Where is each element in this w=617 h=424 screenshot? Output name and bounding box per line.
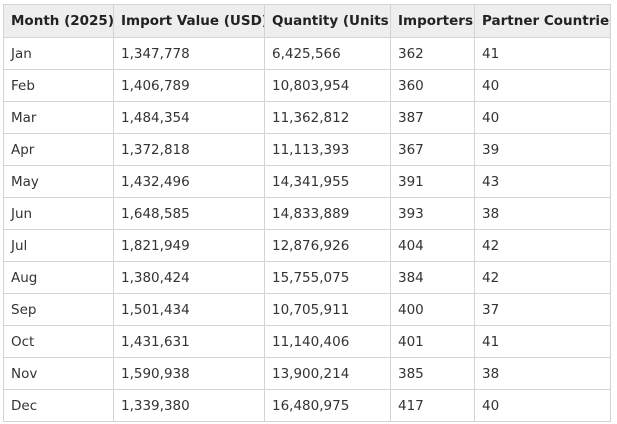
cell-importers: 401 [390, 325, 475, 358]
cell-month: Jun [3, 197, 114, 230]
cell-partner-countries: 42 [474, 229, 611, 262]
column-header-import-value[interactable]: Import Value (USD) [113, 4, 265, 38]
column-header-quantity[interactable]: Quantity (Units) [264, 4, 391, 38]
cell-quantity: 15,755,075 [264, 261, 391, 294]
cell-import-value: 1,484,354 [113, 101, 265, 134]
cell-month: Sep [3, 293, 114, 326]
cell-importers: 400 [390, 293, 475, 326]
table-row: Aug 1,380,424 15,755,075 384 42 [3, 261, 611, 294]
cell-month: Apr [3, 133, 114, 166]
cell-month: Jan [3, 37, 114, 70]
cell-quantity: 10,705,911 [264, 293, 391, 326]
cell-month: Dec [3, 389, 114, 422]
cell-importers: 367 [390, 133, 475, 166]
cell-month: Aug [3, 261, 114, 294]
cell-partner-countries: 38 [474, 197, 611, 230]
table-body: Jan 1,347,778 6,425,566 362 41 Feb 1,406,789 10… [3, 37, 611, 422]
cell-partner-countries: 38 [474, 357, 611, 390]
cell-quantity: 11,140,406 [264, 325, 391, 358]
cell-partner-countries: 40 [474, 101, 611, 134]
column-header-importers[interactable]: Importers [390, 4, 475, 38]
cell-importers: 384 [390, 261, 475, 294]
table-row: Feb 1,406,789 10,803,954 360 40 [3, 69, 611, 102]
table-row: May 1,432,496 14,341,955 391 43 [3, 165, 611, 198]
cell-quantity: 6,425,566 [264, 37, 391, 70]
cell-importers: 393 [390, 197, 475, 230]
table-header-row: Month (2025) Import Value (USD) Quantity… [3, 4, 611, 38]
cell-month: Feb [3, 69, 114, 102]
cell-import-value: 1,406,789 [113, 69, 265, 102]
cell-quantity: 12,876,926 [264, 229, 391, 262]
cell-importers: 360 [390, 69, 475, 102]
cell-import-value: 1,431,631 [113, 325, 265, 358]
cell-partner-countries: 39 [474, 133, 611, 166]
cell-partner-countries: 37 [474, 293, 611, 326]
column-header-month[interactable]: Month (2025) [3, 4, 114, 38]
cell-month: Jul [3, 229, 114, 262]
cell-quantity: 13,900,214 [264, 357, 391, 390]
cell-import-value: 1,501,434 [113, 293, 265, 326]
cell-importers: 391 [390, 165, 475, 198]
cell-import-value: 1,821,949 [113, 229, 265, 262]
table-row: Sep 1,501,434 10,705,911 400 37 [3, 293, 611, 326]
cell-import-value: 1,372,818 [113, 133, 265, 166]
cell-quantity: 16,480,975 [264, 389, 391, 422]
cell-partner-countries: 43 [474, 165, 611, 198]
column-header-partner-countries[interactable]: Partner Countries [474, 4, 611, 38]
cell-importers: 385 [390, 357, 475, 390]
table-row: Oct 1,431,631 11,140,406 401 41 [3, 325, 611, 358]
table-row: Nov 1,590,938 13,900,214 385 38 [3, 357, 611, 390]
table-row: Jul 1,821,949 12,876,926 404 42 [3, 229, 611, 262]
cell-import-value: 1,339,380 [113, 389, 265, 422]
cell-importers: 387 [390, 101, 475, 134]
cell-partner-countries: 42 [474, 261, 611, 294]
cell-import-value: 1,347,778 [113, 37, 265, 70]
cell-import-value: 1,380,424 [113, 261, 265, 294]
cell-month: Oct [3, 325, 114, 358]
monthly-imports-table: Month (2025) Import Value (USD) Quantity… [3, 4, 611, 422]
cell-importers: 417 [390, 389, 475, 422]
cell-quantity: 11,113,393 [264, 133, 391, 166]
data-table-container: Month (2025) Import Value (USD) Quantity… [3, 4, 611, 422]
cell-import-value: 1,590,938 [113, 357, 265, 390]
table-row: Jan 1,347,778 6,425,566 362 41 [3, 37, 611, 70]
cell-importers: 404 [390, 229, 475, 262]
cell-month: May [3, 165, 114, 198]
cell-partner-countries: 41 [474, 325, 611, 358]
table-row: Dec 1,339,380 16,480,975 417 40 [3, 389, 611, 422]
cell-import-value: 1,432,496 [113, 165, 265, 198]
cell-quantity: 10,803,954 [264, 69, 391, 102]
cell-partner-countries: 40 [474, 389, 611, 422]
cell-quantity: 14,341,955 [264, 165, 391, 198]
cell-importers: 362 [390, 37, 475, 70]
cell-import-value: 1,648,585 [113, 197, 265, 230]
cell-quantity: 14,833,889 [264, 197, 391, 230]
cell-partner-countries: 40 [474, 69, 611, 102]
cell-quantity: 11,362,812 [264, 101, 391, 134]
table-row: Mar 1,484,354 11,362,812 387 40 [3, 101, 611, 134]
cell-partner-countries: 41 [474, 37, 611, 70]
cell-month: Mar [3, 101, 114, 134]
table-row: Jun 1,648,585 14,833,889 393 38 [3, 197, 611, 230]
cell-month: Nov [3, 357, 114, 390]
table-row: Apr 1,372,818 11,113,393 367 39 [3, 133, 611, 166]
